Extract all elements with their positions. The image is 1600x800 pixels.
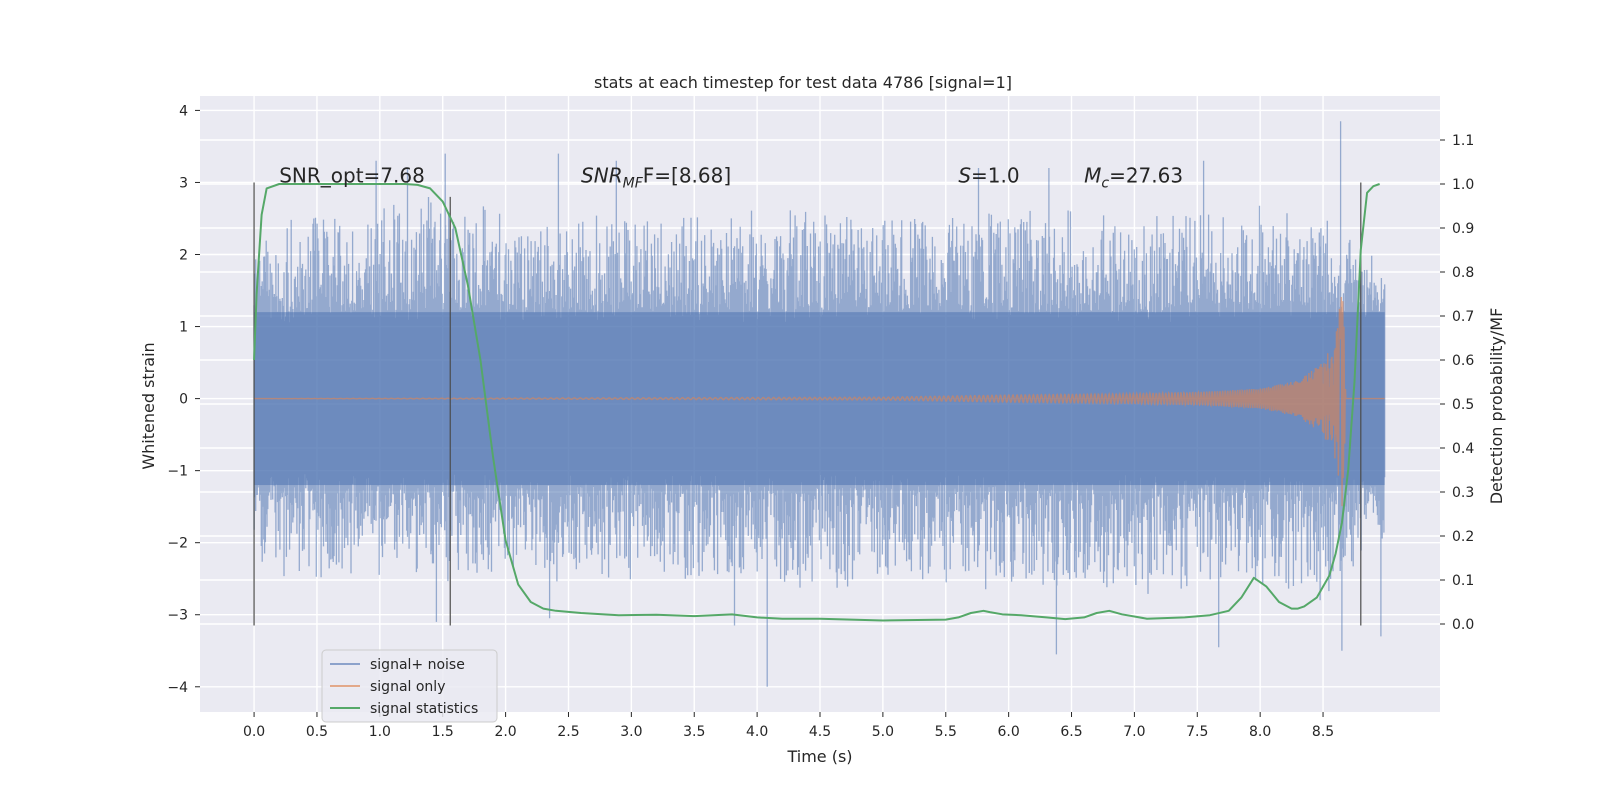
annotation: SNRMFF=[8.68] — [581, 163, 731, 191]
y-tick-label: 4 — [179, 103, 188, 119]
annotation: Mc=27.63 — [1084, 163, 1183, 191]
y-tick-label: 2 — [179, 248, 188, 264]
legend-label: signal+ noise — [370, 657, 465, 673]
y-axis-label-right: Detection probability/MF — [1487, 308, 1506, 505]
x-tick-label: 5.5 — [935, 724, 957, 740]
y-tick-label: 3 — [179, 175, 188, 191]
x-tick-label: 6.5 — [1060, 724, 1082, 740]
chart-title: stats at each timestep for test data 478… — [594, 73, 1012, 92]
y-tick-label: −1 — [167, 464, 188, 480]
y2-tick-label: 0.5 — [1452, 397, 1474, 413]
y-axis-label-left: Whitened strain — [139, 342, 158, 469]
y2-tick-label: 0.3 — [1452, 485, 1474, 501]
y2-tick-label: 1.1 — [1452, 133, 1474, 149]
x-axis-label: Time (s) — [786, 747, 852, 766]
annotation: S=1.0 — [958, 163, 1019, 187]
y2-tick-label: 0.0 — [1452, 617, 1474, 633]
x-tick-label: 1.5 — [432, 724, 454, 740]
annotation: SNR_opt=7.68 — [279, 163, 425, 187]
x-tick-label: 4.5 — [809, 724, 831, 740]
x-tick-label: 7.5 — [1186, 724, 1208, 740]
signal-only-trace — [254, 297, 1385, 507]
x-tick-label: 3.0 — [620, 724, 642, 740]
legend-label: signal statistics — [370, 701, 478, 717]
y2-tick-label: 0.6 — [1452, 353, 1474, 369]
y2-tick-label: 1.0 — [1452, 177, 1474, 193]
x-tick-label: 0.5 — [306, 724, 328, 740]
legend: signal+ noise signal only signal statistic… — [321, 649, 498, 723]
right-y-axis-ticks: 1.1 1.0 0.9 0.8 0.7 0.6 0.5 0.4 0.3 0.2 0.1 0.0 — [1440, 133, 1474, 633]
y2-tick-label: 0.9 — [1452, 221, 1474, 237]
x-tick-label: 8.5 — [1312, 724, 1334, 740]
x-tick-label: 3.5 — [683, 724, 705, 740]
x-tick-label: 4.0 — [746, 724, 768, 740]
y2-tick-label: 0.1 — [1452, 573, 1474, 589]
x-tick-label: 0.0 — [243, 724, 265, 740]
signal-only-series — [254, 297, 1385, 507]
y-tick-label: −2 — [167, 536, 188, 552]
legend-box — [321, 649, 498, 723]
x-tick-label: 8.0 — [1249, 724, 1271, 740]
left-y-axis-ticks: 4 3 2 1 0 −1 −2 −3 −4 — [167, 103, 200, 696]
annotations: SNR_opt=7.68 SNRMFF=[8.68] S=1.0 Mc=27.63 — [279, 163, 1183, 191]
y2-tick-label: 0.2 — [1452, 529, 1474, 545]
x-axis-ticks: 0.0 0.5 1.0 1.5 2.0 2.5 3.0 3.5 4.0 4.5 5.0 5.5 6.0 6… — [243, 712, 1334, 740]
x-tick-label: 6.0 — [998, 724, 1020, 740]
x-tick-label: 2.0 — [494, 724, 516, 740]
legend-label: signal only — [370, 679, 445, 695]
y-tick-label: 0 — [179, 392, 188, 408]
y-tick-label: −4 — [167, 680, 188, 696]
y-tick-label: 1 — [179, 320, 188, 336]
y2-tick-label: 0.4 — [1452, 441, 1474, 457]
signal-statistics-line — [253, 183, 1380, 622]
x-tick-label: 7.0 — [1123, 724, 1145, 740]
y2-tick-label: 0.8 — [1452, 265, 1474, 281]
x-tick-label: 5.0 — [872, 724, 894, 740]
y2-tick-label: 0.7 — [1452, 309, 1474, 325]
signal-statistics-series — [253, 183, 1380, 622]
x-tick-label: 2.5 — [557, 724, 579, 740]
x-tick-label: 1.0 — [369, 724, 391, 740]
y-tick-label: −3 — [167, 608, 188, 624]
